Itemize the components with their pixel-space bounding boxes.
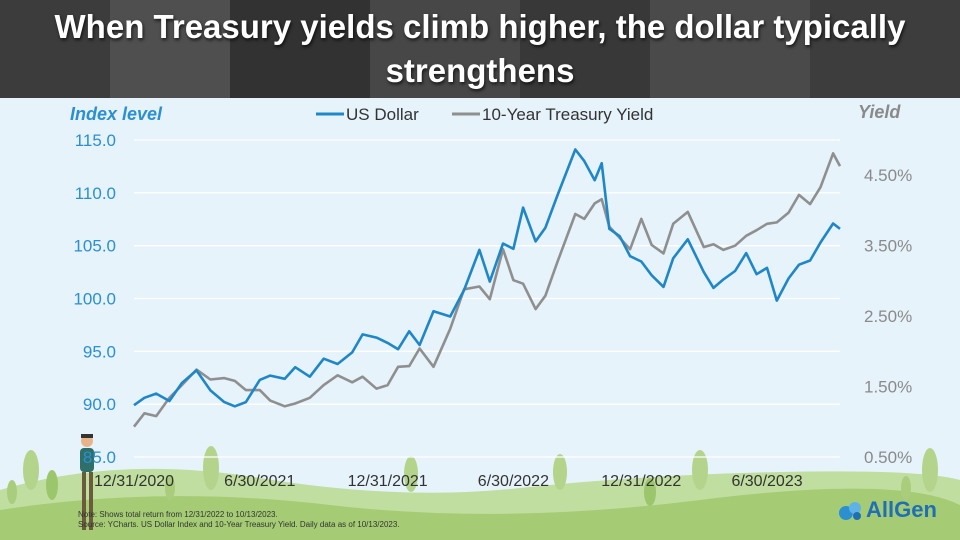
legend-label-treasury-yield: 10-Year Treasury Yield (482, 105, 653, 124)
left-axis-tick-label: 110.0 (75, 184, 116, 203)
left-axis-tick-label: 90.0 (83, 395, 116, 414)
x-axis-ticks: 12/31/2020 6/30/2021 12/31/2021 6/30/2022 12… (94, 473, 803, 490)
left-axis-tick-label: 85.0 (83, 448, 116, 467)
footnote-source: Source: YCharts. US Dollar Index and 10-… (78, 520, 400, 529)
hills-decoration (0, 468, 960, 540)
banner-photo (520, 0, 652, 98)
chart-footnote: Note: Shows total return from 12/31/2022… (78, 510, 400, 530)
footnote-note: Note: Shows total return from 12/31/2022… (78, 510, 278, 519)
logo-text: AllGen (866, 497, 937, 522)
banner-photo (810, 0, 960, 98)
banner-photo (0, 0, 112, 98)
gridlines (134, 139, 840, 458)
x-axis-tick-label: 12/31/2020 (94, 473, 174, 490)
right-axis-ticks: 0.50% 1.50% 2.50% 3.50% 4.50% (864, 166, 912, 467)
logo-icon (839, 502, 861, 520)
left-axis-ticks: 85.0 90.0 95.0 100.0 105.0 110.0 115.0 (73, 131, 116, 467)
x-axis-tick-label: 6/30/2022 (478, 473, 549, 490)
x-axis-tick-label: 6/30/2023 (731, 473, 802, 490)
title-banner (0, 0, 960, 98)
series-line-treasury-yield (132, 152, 842, 428)
right-axis-tick-label: 1.50% (864, 378, 912, 397)
right-axis-tick-label: 4.50% (864, 166, 912, 185)
left-axis-tick-label: 100.0 (73, 290, 116, 309)
series-group (132, 148, 842, 428)
x-axis-tick-label: 12/31/2021 (348, 473, 428, 490)
x-axis-tick-label: 12/31/2022 (601, 473, 681, 490)
chart-panel (0, 98, 960, 540)
left-axis-tick-label: 105.0 (73, 237, 116, 256)
left-axis-tick-label: 115.0 (75, 131, 116, 150)
right-axis-title: Yield (858, 102, 901, 122)
right-axis-tick-label: 3.50% (864, 237, 912, 256)
page-title: When Treasury yields climb higher, the d… (54, 8, 906, 89)
x-axis-tick-label: 6/30/2021 (224, 473, 295, 490)
left-axis-title: Index level (70, 104, 163, 124)
allgen-logo: AllGen (838, 497, 937, 523)
right-axis-tick-label: 2.50% (864, 307, 912, 326)
banner-photo (370, 0, 522, 98)
left-axis-tick-label: 95.0 (83, 342, 116, 361)
legend: US Dollar 10-Year Treasury Yield (316, 105, 653, 124)
right-axis-tick-label: 0.50% (864, 448, 912, 467)
series-line-us-dollar (133, 148, 841, 408)
banner-photo (110, 0, 232, 98)
legend-label-us-dollar: US Dollar (346, 105, 419, 124)
hiker-illustration (80, 434, 94, 530)
